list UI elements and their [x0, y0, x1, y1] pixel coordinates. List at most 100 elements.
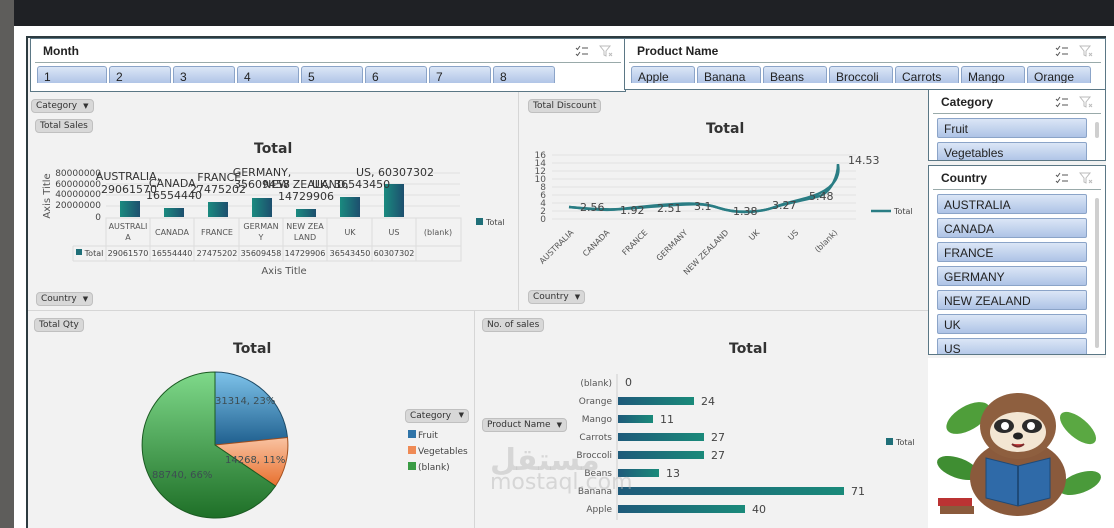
category-field-button[interactable]: Category ▼ [31, 99, 94, 113]
svg-text:71: 71 [851, 485, 865, 498]
country-item-us[interactable]: US [937, 338, 1087, 354]
svg-text:LAND: LAND [294, 233, 316, 242]
svg-text:US: US [786, 228, 800, 242]
product-item-apple[interactable]: Apple [631, 66, 695, 83]
multi-select-icon[interactable] [1055, 96, 1069, 108]
svg-text:16: 16 [535, 151, 547, 161]
country-field-button[interactable]: Country ▼ [528, 290, 586, 304]
multi-select-icon[interactable] [1055, 45, 1069, 57]
month-item[interactable]: 8 [493, 66, 555, 83]
svg-text:14268, 11%: 14268, 11% [225, 455, 285, 466]
multi-select-icon[interactable] [1055, 172, 1069, 184]
country-item-uk[interactable]: UK [937, 314, 1087, 334]
svg-text:1.38: 1.38 [733, 205, 758, 218]
sales-count-chart-title: Total [729, 341, 768, 357]
svg-text:1.92: 1.92 [620, 204, 645, 217]
svg-text:35609458: 35609458 [234, 178, 290, 191]
country-item-germany[interactable]: GERMANY [937, 266, 1087, 286]
no-of-sales-field-button[interactable]: No. of sales [482, 318, 545, 332]
clear-filter-icon[interactable] [1079, 96, 1093, 108]
svg-text:0: 0 [625, 376, 632, 389]
svg-text:GERMAN: GERMAN [243, 222, 278, 231]
svg-text:36543450: 36543450 [330, 249, 371, 258]
country-item-australia[interactable]: AUSTRALIA [937, 194, 1087, 214]
svg-text:Axis Title: Axis Title [261, 266, 306, 277]
pie-category-field-button[interactable]: Category ▼ [405, 409, 469, 423]
country-item-new-zealand[interactable]: NEW ZEALAND [937, 290, 1087, 310]
total-sales-bar-chart: Axis Title 80000000600000004000000020000… [42, 166, 505, 277]
month-item[interactable]: 4 [237, 66, 299, 83]
total-sales-field-button[interactable]: Total Sales [35, 119, 93, 133]
svg-text:40: 40 [752, 503, 766, 516]
svg-text:16554440: 16554440 [146, 189, 202, 202]
svg-text:Banana: Banana [578, 487, 612, 497]
product-item-mango[interactable]: Mango [961, 66, 1025, 83]
clear-filter-icon[interactable] [1079, 172, 1093, 184]
month-item[interactable]: 1 [37, 66, 107, 83]
svg-text:GERMANY: GERMANY [655, 228, 690, 263]
month-item[interactable]: 5 [301, 66, 363, 83]
country-field-button[interactable]: Country ▼ [36, 292, 94, 306]
svg-text:31314, 23%: 31314, 23% [215, 396, 275, 407]
svg-text:Beans: Beans [584, 469, 612, 479]
country-item-france[interactable]: FRANCE [937, 242, 1087, 262]
window-title-bar [14, 0, 1114, 26]
category-slicer: Category Fruit Vegetables [928, 89, 1106, 161]
svg-text:Carrots: Carrots [579, 433, 612, 443]
product-item-broccoli[interactable]: Broccoli [829, 66, 893, 83]
svg-text:(blank): (blank) [580, 379, 612, 389]
category-scrollbar[interactable] [1095, 122, 1099, 138]
svg-text:88740, 66%: 88740, 66% [152, 470, 212, 481]
multi-select-icon[interactable] [575, 45, 589, 57]
product-item-banana[interactable]: Banana [697, 66, 761, 83]
svg-text:27: 27 [711, 449, 725, 462]
svg-text:AUSTRALI: AUSTRALI [109, 222, 148, 231]
svg-text:FRANCE: FRANCE [201, 228, 233, 237]
svg-text:14.53: 14.53 [848, 154, 880, 167]
product-item-orange[interactable]: Orange [1027, 66, 1091, 83]
svg-text:CANADA: CANADA [581, 228, 612, 259]
qty-chart-title: Total [233, 341, 272, 357]
svg-text:14729906: 14729906 [285, 249, 326, 258]
pane-divider [28, 310, 928, 311]
product-name-field-button[interactable]: Product Name ▼ [482, 418, 567, 432]
clear-filter-icon[interactable] [599, 45, 613, 57]
svg-text:Orange: Orange [579, 397, 613, 407]
month-item[interactable]: 2 [109, 66, 171, 83]
product-slicer-title: Product Name [637, 43, 719, 58]
country-item-canada[interactable]: CANADA [937, 218, 1087, 238]
svg-text:Mango: Mango [582, 415, 613, 425]
svg-text:CANADA: CANADA [155, 228, 190, 237]
category-item-vegetables[interactable]: Vegetables [937, 142, 1087, 160]
svg-text:AUSTRALIA,: AUSTRALIA, [96, 170, 160, 183]
svg-text:AUSTRALIA: AUSTRALIA [538, 228, 576, 266]
product-item-carrots[interactable]: Carrots [895, 66, 959, 83]
svg-text:3.27: 3.27 [772, 199, 797, 212]
product-item-beans[interactable]: Beans [763, 66, 827, 83]
svg-text:6: 6 [540, 191, 546, 201]
total-qty-field-button[interactable]: Total Qty [34, 318, 84, 332]
month-item[interactable]: 3 [173, 66, 235, 83]
pie-legend: Fruit Vegetables (blank) [408, 428, 468, 476]
svg-text:11: 11 [660, 413, 674, 426]
svg-text:27475202: 27475202 [197, 249, 238, 258]
svg-text:2.56: 2.56 [580, 201, 605, 214]
svg-text:GERMANY,: GERMANY, [233, 166, 292, 179]
category-item-fruit[interactable]: Fruit [937, 118, 1087, 138]
svg-text:80000000: 80000000 [55, 169, 101, 179]
svg-text:FRANCE: FRANCE [620, 228, 649, 257]
month-item[interactable]: 7 [429, 66, 491, 83]
svg-text:5.48: 5.48 [809, 190, 834, 203]
month-item[interactable]: 6 [365, 66, 427, 83]
svg-text:27475202: 27475202 [190, 183, 246, 196]
category-slicer-title: Category [941, 94, 994, 109]
clear-filter-icon[interactable] [1079, 45, 1093, 57]
svg-text:14: 14 [535, 159, 547, 169]
svg-text:16554440: 16554440 [152, 249, 193, 258]
country-slicer-title: Country [941, 170, 987, 185]
no-of-sales-bar-chart: (blank) Orange Mango Carrots Broccoli Beans B… [576, 374, 915, 520]
country-scrollbar[interactable] [1095, 198, 1099, 348]
svg-text:UK: UK [344, 228, 356, 237]
total-discount-field-button[interactable]: Total Discount [528, 99, 602, 113]
